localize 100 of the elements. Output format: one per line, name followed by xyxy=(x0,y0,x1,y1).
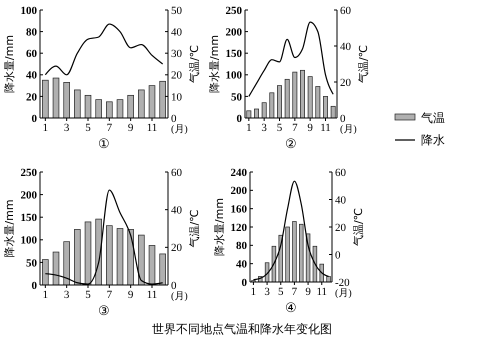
x-tick-label: 5 xyxy=(85,289,92,301)
y2-tick-label: 0 xyxy=(335,249,341,262)
bar xyxy=(312,246,318,282)
x-tick-label: 9 xyxy=(128,122,134,134)
y-tick-label: 250 xyxy=(226,4,242,17)
bar xyxy=(262,102,267,118)
text: ① xyxy=(98,136,110,151)
y2-tick-label: 0 xyxy=(171,280,177,292)
y2-tick-label: 10 xyxy=(171,91,182,104)
x-tick-label: 9 xyxy=(305,286,312,298)
y-tick-label: 0 xyxy=(32,112,38,125)
y-tick-label: 120 xyxy=(230,222,248,234)
y-axis-title: 降水量/mm xyxy=(3,199,16,258)
bar xyxy=(269,92,274,118)
text: ② xyxy=(285,136,297,151)
y-tick-label: 160 xyxy=(230,204,248,216)
text: 世界不同地点气温和降水年变化图 xyxy=(152,322,332,336)
x-tick-label: 3 xyxy=(64,289,70,301)
x-axis-title: (月) xyxy=(171,124,188,135)
bar xyxy=(63,82,70,118)
y-tick-label: 50 xyxy=(26,257,38,270)
y2-tick-label: 20 xyxy=(171,242,182,254)
bar xyxy=(277,85,282,118)
x-tick-label: 11 xyxy=(316,286,328,298)
bar xyxy=(42,80,49,118)
bar xyxy=(315,86,320,118)
bar xyxy=(272,246,276,282)
x-tick-label: 3 xyxy=(261,122,268,134)
y2-tick-label: 30 xyxy=(171,48,182,60)
bar xyxy=(330,106,336,118)
bar xyxy=(106,101,113,118)
y-tick-label: 200 xyxy=(230,185,248,198)
y2-tick-label: 60 xyxy=(171,166,182,179)
y2-tick-label: 40 xyxy=(340,40,352,53)
x-tick-label: 11 xyxy=(146,289,158,301)
y2-axis-title: 气温/℃ xyxy=(352,208,365,246)
bar xyxy=(323,96,328,118)
y-tick-label: 250 xyxy=(20,166,38,179)
y-tick-label: 0 xyxy=(32,280,38,292)
y2-tick-label: 20 xyxy=(340,76,352,89)
x-tick-label: 3 xyxy=(264,286,270,298)
bar xyxy=(159,254,166,286)
bar xyxy=(254,108,259,118)
y2-tick-label: 40 xyxy=(171,26,182,38)
bar xyxy=(292,72,298,118)
bar xyxy=(300,70,305,118)
y2-tick-label: 50 xyxy=(171,4,182,17)
x-tick-label: 5 xyxy=(278,286,284,298)
text: ④ xyxy=(285,300,297,315)
x-tick-label: 7 xyxy=(292,286,298,298)
line-series xyxy=(44,189,164,285)
bar xyxy=(116,99,124,118)
bar xyxy=(299,224,304,282)
y2-tick-label: -20 xyxy=(335,276,350,289)
bar xyxy=(246,110,252,118)
y-tick-label: 80 xyxy=(26,26,38,38)
bar xyxy=(127,229,134,286)
bar xyxy=(84,222,92,286)
y2-tick-label: 60 xyxy=(340,4,352,17)
y-tick-label: 40 xyxy=(26,70,38,82)
x-axis-title: (月) xyxy=(340,124,357,135)
y-tick-label: 240 xyxy=(230,166,248,179)
legend-label: 气温 xyxy=(421,111,445,126)
bar xyxy=(148,85,156,118)
x-tick-label: 9 xyxy=(307,122,314,134)
bar xyxy=(52,252,60,286)
x-tick-label: 3 xyxy=(64,122,70,134)
y2-tick-label: 20 xyxy=(171,70,182,82)
bar xyxy=(74,229,81,286)
y-tick-label: 200 xyxy=(226,26,242,38)
bar xyxy=(84,94,92,118)
y-tick-label: 100 xyxy=(20,234,38,247)
bar xyxy=(52,78,60,118)
bar xyxy=(116,228,124,286)
x-tick-label: 1 xyxy=(42,122,48,134)
bar xyxy=(308,76,313,118)
y2-tick-label: 40 xyxy=(335,194,346,206)
y-tick-label: 60 xyxy=(26,48,38,60)
x-tick-label: 11 xyxy=(320,122,331,134)
x-tick-label: 1 xyxy=(250,286,256,298)
y2-axis-title: 气温/℃ xyxy=(188,209,201,248)
bar xyxy=(285,226,290,282)
bar xyxy=(148,245,156,286)
x-tick-label: 5 xyxy=(276,122,283,134)
y-tick-label: 50 xyxy=(231,91,242,104)
x-tick-label: 7 xyxy=(106,289,113,301)
y2-tick-label: 0 xyxy=(171,112,177,125)
y2-axis-title: 气温/℃ xyxy=(357,44,370,84)
y2-tick-label: 0 xyxy=(340,112,346,125)
x-tick-label: 9 xyxy=(128,289,134,301)
x-axis-title: (月) xyxy=(335,288,352,299)
y-tick-label: 80 xyxy=(236,240,248,252)
bar xyxy=(74,90,81,118)
bar xyxy=(127,94,134,118)
x-tick-label: 1 xyxy=(246,122,252,134)
y-tick-label: 100 xyxy=(20,4,38,17)
y-axis-title: 降水量/mm xyxy=(208,34,221,94)
bar xyxy=(284,78,290,118)
x-tick-label: 1 xyxy=(42,289,48,301)
bar xyxy=(159,80,166,118)
